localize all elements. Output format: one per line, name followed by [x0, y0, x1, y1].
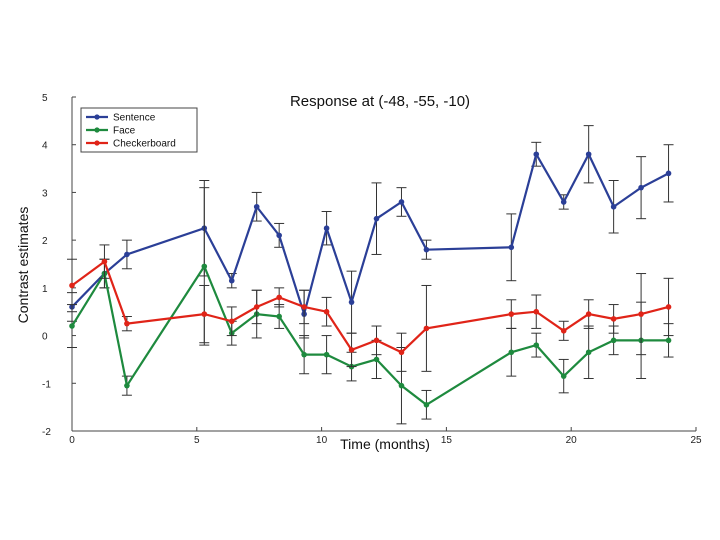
data-point	[665, 170, 672, 177]
data-point	[201, 263, 208, 270]
data-point	[373, 356, 380, 363]
data-point	[373, 215, 380, 222]
data-point	[301, 351, 307, 358]
data-point	[560, 373, 567, 379]
data-point	[253, 203, 260, 210]
x-tick-label: 20	[566, 435, 578, 446]
data-point	[124, 382, 130, 389]
data-point	[124, 251, 130, 258]
data-point	[253, 304, 260, 310]
x-tick-label: 25	[690, 435, 702, 446]
data-point	[423, 401, 430, 408]
legend: Sentence Face Checkerboard	[80, 107, 198, 153]
legend-label: Checkerboard	[113, 139, 176, 150]
data-point	[638, 311, 644, 317]
legend-label: Face	[113, 126, 136, 137]
data-point	[665, 337, 672, 344]
data-point	[610, 316, 617, 322]
y-tick-label: 2	[42, 236, 48, 247]
legend-marker	[94, 127, 100, 133]
series-layer	[67, 125, 674, 425]
data-point	[533, 151, 540, 158]
data-point	[508, 244, 515, 251]
series-sentence	[67, 125, 674, 339]
data-point	[276, 313, 282, 320]
data-point	[585, 151, 592, 158]
y-tick-label: -1	[42, 379, 51, 390]
data-point	[201, 311, 208, 317]
data-point	[276, 232, 282, 239]
data-point	[323, 225, 330, 232]
data-point	[323, 308, 330, 315]
legend-marker	[94, 114, 100, 120]
data-point	[423, 246, 430, 253]
data-point	[610, 203, 617, 210]
data-point	[373, 337, 380, 344]
y-tick-label: 1	[42, 284, 48, 295]
data-point	[301, 304, 307, 310]
data-point	[398, 382, 405, 389]
data-point	[276, 294, 282, 301]
legend-label: Sentence	[113, 113, 156, 124]
data-point	[665, 304, 672, 310]
y-axis-title: Contrast estimates	[15, 207, 31, 324]
data-point	[638, 184, 644, 191]
y-tick-label: 0	[42, 332, 48, 343]
data-point	[101, 258, 108, 265]
data-point	[69, 323, 75, 329]
data-point	[560, 199, 567, 205]
series-line	[71, 151, 670, 319]
data-point	[69, 282, 75, 289]
series-line	[71, 259, 669, 354]
y-tick-label: 5	[42, 93, 48, 104]
series-line	[71, 264, 669, 407]
data-point	[560, 328, 567, 334]
data-point	[508, 311, 515, 317]
series-face	[67, 187, 674, 425]
x-axis-title: Time (months)	[340, 436, 430, 452]
data-point	[124, 320, 130, 327]
x-tick-label: 5	[194, 435, 200, 446]
x-tick-label: 0	[69, 435, 75, 446]
data-point	[585, 311, 592, 317]
x-tick-label: 15	[441, 435, 453, 446]
series-checkerboard	[67, 244, 674, 372]
data-point	[398, 349, 405, 356]
data-point	[348, 347, 355, 353]
data-point	[533, 342, 540, 348]
data-point	[423, 325, 430, 332]
y-tick-label: 4	[42, 141, 48, 152]
axes: -2 -1 0 1 2 3 4 5 0 5 10 15 20 25	[42, 93, 702, 446]
data-point	[610, 337, 617, 344]
data-point	[348, 299, 355, 305]
data-point	[228, 277, 235, 284]
y-tick-label: -2	[42, 427, 51, 438]
data-point	[508, 349, 515, 356]
data-point	[398, 199, 405, 205]
chart-title: Response at (-48, -55, -10)	[290, 93, 470, 110]
y-tick-label: 3	[42, 188, 48, 199]
legend-marker	[94, 140, 100, 146]
x-tick-label: 10	[316, 435, 328, 446]
data-point	[533, 308, 540, 315]
data-point	[228, 318, 235, 325]
data-point	[323, 351, 330, 358]
data-point	[585, 349, 592, 356]
